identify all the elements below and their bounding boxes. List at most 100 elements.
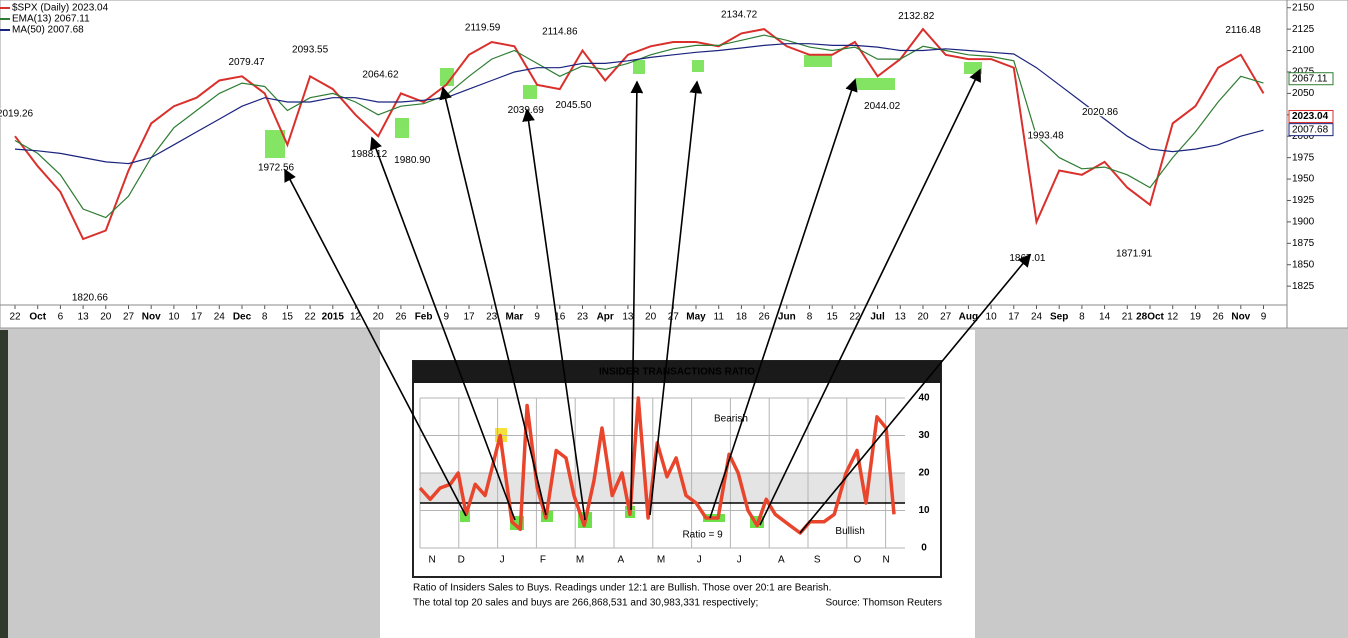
x-tick-label: 20 [373, 312, 385, 323]
annotation: Ratio = 9 [682, 530, 723, 541]
highlight [440, 68, 454, 86]
x-tick-label: A [618, 555, 625, 566]
price-label: 2132.82 [898, 11, 935, 22]
x-tick-label: Mar [506, 312, 524, 323]
x-tick-label: Dec [233, 312, 252, 323]
price-label: 1980.90 [394, 155, 431, 166]
x-tick-label: J [500, 555, 505, 566]
price-label: 2020.86 [1082, 107, 1119, 118]
y-tick-label: 2125 [1292, 24, 1315, 35]
highlight [523, 85, 537, 99]
y-tick-label: 2100 [1292, 45, 1315, 56]
price-label: 2019.26 [0, 108, 34, 119]
x-tick-label: 26 [1213, 312, 1225, 323]
y-tick-label: 1975 [1292, 152, 1315, 163]
x-tick-label: J [737, 555, 742, 566]
x-tick-label: N [882, 555, 889, 566]
chart-title: INSIDER TRANSACTIONS RATIO [599, 367, 755, 378]
x-tick-label: Nov [142, 312, 161, 323]
x-tick-label: 27 [668, 312, 680, 323]
price-label: 2064.62 [362, 69, 399, 80]
x-tick-label: 2015 [322, 312, 345, 323]
arrow [439, 86, 547, 516]
x-tick-label: 11 [714, 312, 725, 323]
insider-title-bar [413, 361, 941, 383]
x-tick-label: D [458, 555, 465, 566]
y-tick-label: 10 [918, 505, 930, 516]
y-tick-label: 40 [918, 393, 930, 404]
y-tick-label: 0 [921, 543, 927, 554]
price-label: 2093.55 [292, 45, 329, 56]
value-tag [1288, 109, 1334, 123]
x-tick-label: 19 [1190, 312, 1202, 323]
series-line [14, 43, 1264, 165]
x-tick-label: 13 [895, 312, 907, 323]
x-tick-label: 27 [123, 312, 135, 323]
x-tick-label: 17 [463, 312, 475, 323]
price-label: 2039.69 [508, 105, 545, 116]
spx-chart: 1825185018751900192519501975200020252050… [0, 2, 1334, 323]
x-tick-label: May [686, 312, 706, 323]
highlight-boxes [265, 55, 982, 158]
annotation: Bullish [835, 526, 864, 537]
x-tick-label: Nov [1231, 312, 1250, 323]
x-tick-label: 13 [78, 312, 90, 323]
x-tick-label: 12 [350, 312, 362, 323]
x-tick-label: M [657, 555, 665, 566]
insider-chart: INSIDER TRANSACTIONS RATIO 0 10 20 30 40 N D J F M… [412, 360, 942, 609]
arrow [649, 80, 703, 516]
arrow [522, 108, 586, 521]
x-tick-label: J [697, 555, 702, 566]
price-label: 2114.86 [542, 26, 578, 37]
highlight [804, 55, 832, 67]
x-tick-label: 23 [577, 312, 589, 323]
caption: The total top 20 sales and buys are 266,… [413, 598, 758, 609]
x-tick-label: Jun [778, 312, 796, 323]
x-tick-label: 23 [486, 312, 498, 323]
y-tick-label: 20 [918, 468, 930, 479]
y-tick-label: 1925 [1292, 195, 1315, 206]
arrow [709, 78, 858, 519]
value-tag [1288, 72, 1334, 86]
highlight [855, 78, 895, 90]
x-tick-label: Jul [870, 312, 885, 323]
x-tick-label: M [576, 555, 584, 566]
y-tick-label: 1875 [1292, 238, 1315, 249]
x-tick-label: Sep [1050, 312, 1068, 323]
highlight [633, 60, 645, 74]
x-tick-label: 17 [191, 312, 203, 323]
arrow [284, 168, 467, 517]
x-tick-label: 6 [58, 312, 64, 323]
price-label: 1871.91 [1116, 249, 1153, 260]
x-tick-label: 22 [305, 312, 317, 323]
x-tick-label: 9 [1261, 312, 1267, 323]
legend-label: $SPX (Daily) 2023.04 [12, 3, 109, 14]
price-label: 1972.56 [258, 162, 295, 173]
y-tick-label: 2000 [1292, 131, 1315, 142]
x-tick-label: 12 [1167, 312, 1179, 323]
price-label: 2044.02 [864, 101, 901, 112]
x-tick-label: Aug [959, 312, 978, 323]
legend-label: EMA(13) 2067.11 [12, 14, 90, 25]
x-tick-label: 9 [534, 312, 540, 323]
x-tick-label: 13 [622, 312, 634, 323]
value-tag-label: 2023.04 [1292, 111, 1329, 122]
x-tick-label: 16 [554, 312, 566, 323]
highlight [265, 130, 285, 158]
x-tick-label: 20 [645, 312, 657, 323]
band [420, 473, 905, 503]
y-tick-label: 2150 [1292, 2, 1315, 13]
arrow [759, 68, 981, 526]
price-label: 2134.72 [721, 9, 758, 20]
x-tick-label: 26 [759, 312, 771, 323]
price-label: 1988.12 [351, 149, 388, 160]
y-tick-label: 1950 [1292, 174, 1315, 185]
x-tick-label: 8 [1079, 312, 1085, 323]
annotation: Bearish [714, 413, 748, 424]
arrow [630, 80, 644, 511]
y-tick-label: 1825 [1292, 281, 1315, 292]
price-label: 2045.50 [555, 100, 592, 111]
highlight [395, 118, 409, 138]
